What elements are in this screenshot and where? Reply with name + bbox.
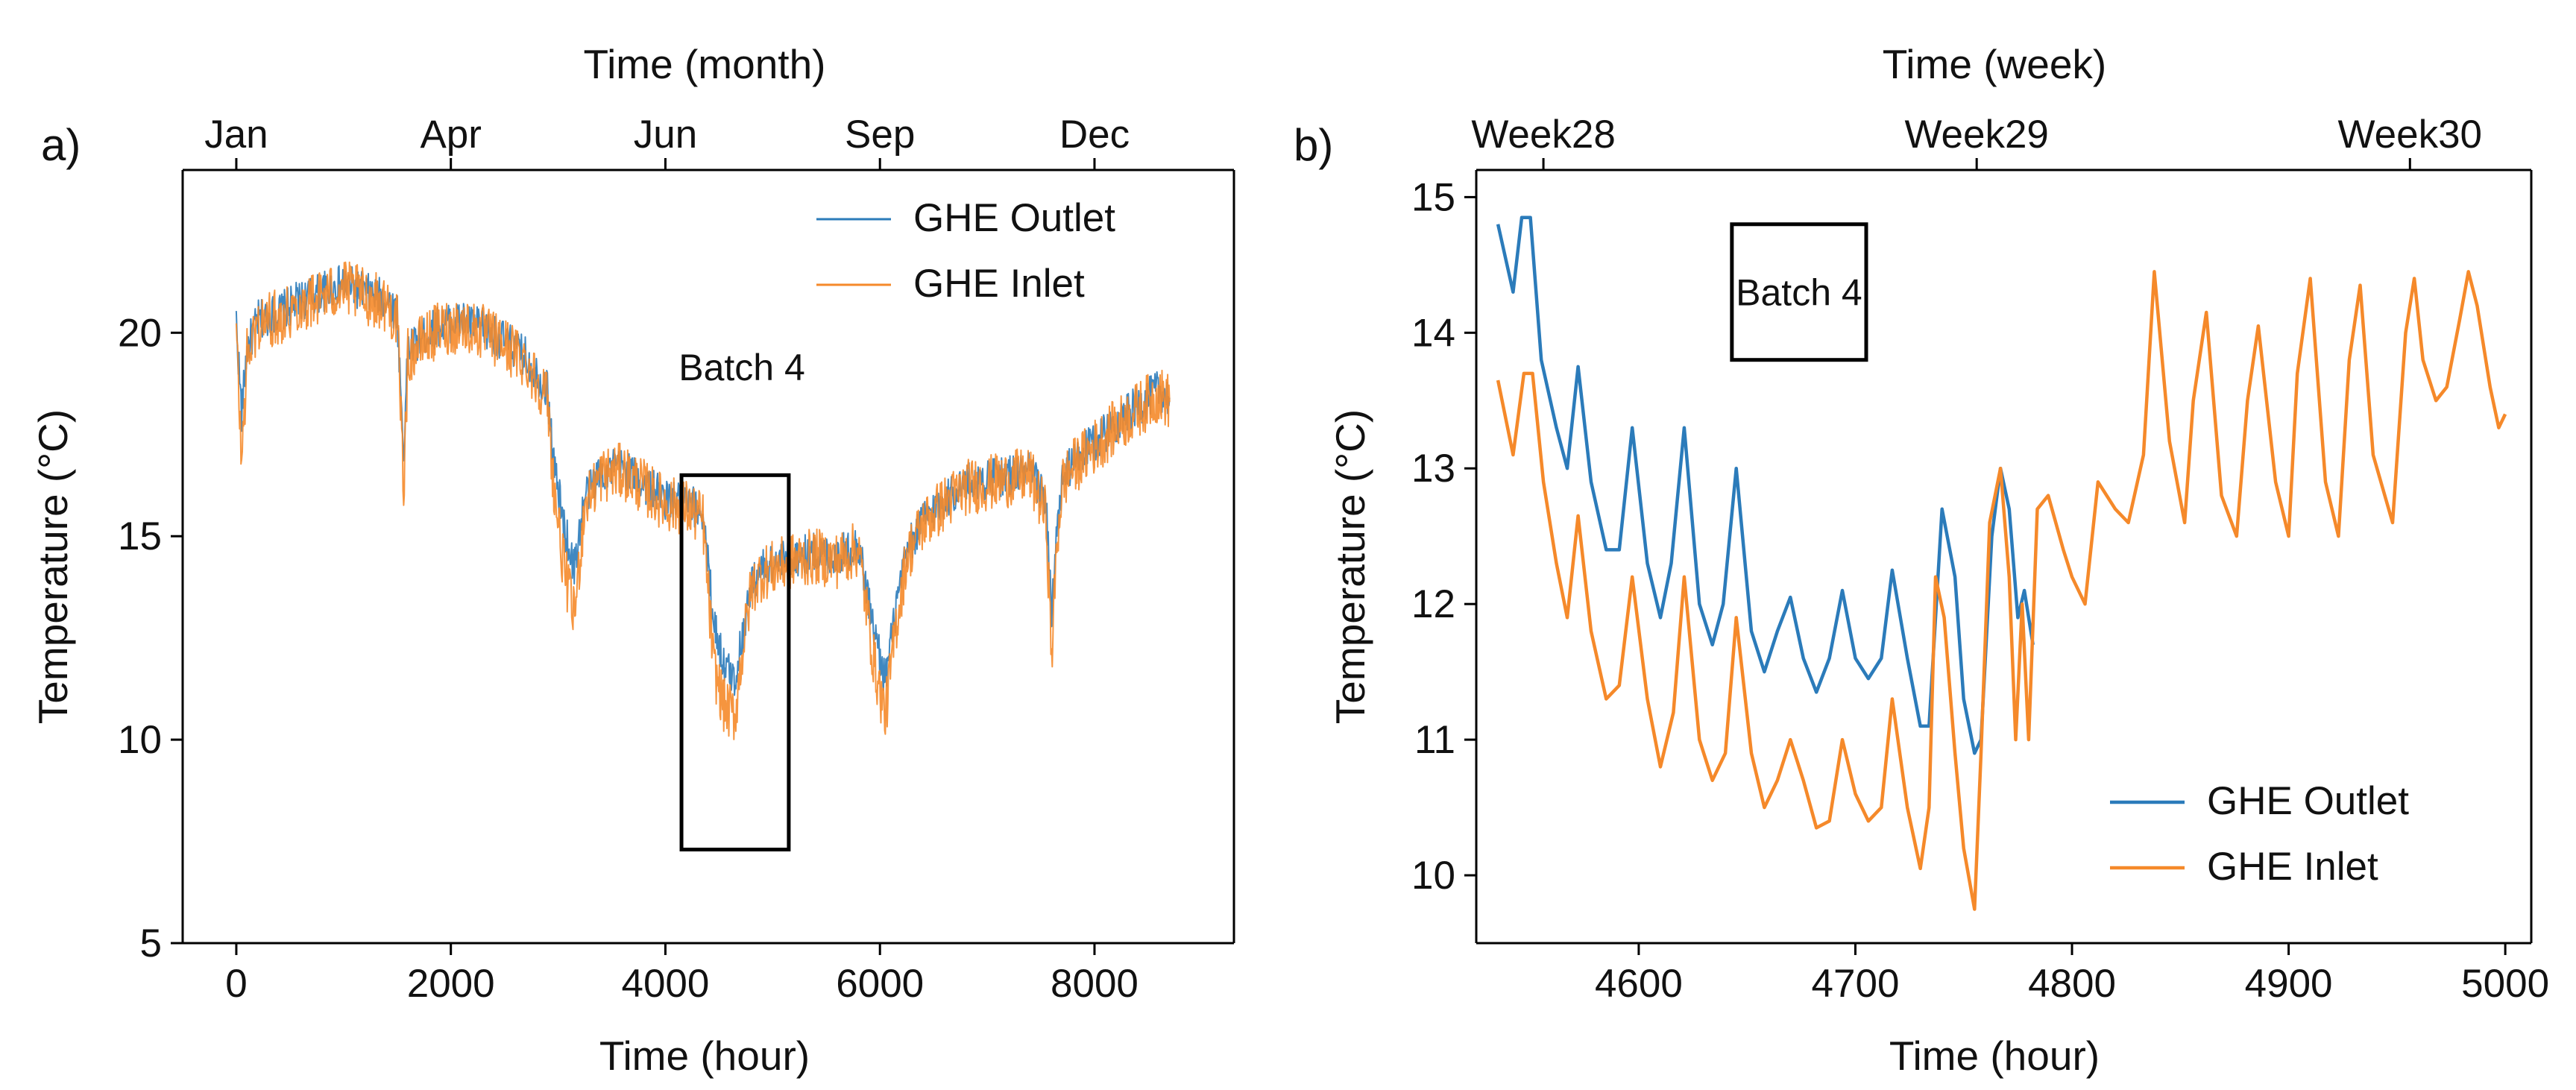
- top-axis-title: Time (week): [1883, 41, 2107, 87]
- top-tick-label: Week30: [2338, 113, 2482, 157]
- top-tick-label: Jan: [204, 113, 268, 157]
- y-axis-title: Temperature (°C): [30, 409, 76, 724]
- top-tick-label: Dec: [1059, 113, 1130, 157]
- y-tick-label: 14: [1411, 311, 1455, 355]
- y-tick-label: 10: [118, 718, 162, 762]
- x-tick-label: 5000: [2461, 962, 2549, 1006]
- legend-label: GHE Inlet: [2207, 845, 2378, 889]
- x-tick-label: 0: [225, 962, 247, 1006]
- top-tick-label: Week29: [1904, 113, 2048, 157]
- batch-box: [679, 473, 791, 851]
- x-tick-label: 4800: [2028, 962, 2116, 1006]
- plot-area: 0 2000 4000 6000 8000 5 10 15 20 Jan Apr Jun Sep Dec B…: [118, 113, 1235, 1006]
- panel-a: a) Time (month) Time (hour) Temperature …: [30, 41, 1235, 1079]
- batch-label: Batch 4: [678, 347, 805, 388]
- top-tick-label: Apr: [420, 113, 481, 157]
- top-axis-title: Time (month): [584, 41, 826, 87]
- panel-label: b): [1294, 120, 1333, 170]
- top-tick-label: Jun: [634, 113, 697, 157]
- x-axis-title: Time (hour): [599, 1033, 810, 1079]
- x-tick-label: 6000: [836, 962, 924, 1006]
- y-tick-label: 10: [1411, 854, 1455, 898]
- y-tick-label: 13: [1411, 447, 1455, 491]
- x-tick-label: 8000: [1051, 962, 1139, 1006]
- y-axis-title: Temperature (°C): [1327, 409, 1373, 724]
- series-line-ghe-inlet: [235, 261, 1171, 740]
- panel-label: a): [41, 120, 81, 170]
- top-tick-label: Sep: [845, 113, 915, 157]
- batch-box: [1730, 222, 1868, 362]
- y-tick-label: 20: [118, 311, 162, 355]
- x-tick-label: 4000: [621, 962, 709, 1006]
- top-tick-label: Week28: [1471, 113, 1615, 157]
- legend-label: GHE Outlet: [913, 196, 1115, 240]
- batch-label: Batch 4: [1736, 272, 1862, 314]
- series-line-ghe-outlet: [1496, 215, 2035, 755]
- x-tick-label: 4900: [2245, 962, 2333, 1006]
- panel-b: b) Time (week) Time (hour) Temperature (…: [1294, 41, 2549, 1079]
- y-tick-label: 15: [1411, 175, 1455, 219]
- legend-label: GHE Inlet: [913, 262, 1085, 306]
- x-tick-label: 4600: [1595, 962, 1683, 1006]
- x-tick-label: 4700: [1812, 962, 1900, 1006]
- plot-area: 4600 4700 4800 4900 5000 10 11 12 13 14 15 Week28 We…: [1411, 113, 2549, 1006]
- y-tick-label: 5: [140, 922, 162, 965]
- series-line-ghe-inlet: [1496, 270, 2507, 911]
- y-tick-label: 12: [1411, 582, 1455, 626]
- x-axis-title: Time (hour): [1889, 1033, 2100, 1079]
- y-tick-label: 11: [1414, 718, 1455, 762]
- legend-label: GHE Outlet: [2207, 779, 2409, 823]
- y-tick-label: 15: [118, 514, 162, 558]
- x-tick-label: 2000: [407, 962, 495, 1006]
